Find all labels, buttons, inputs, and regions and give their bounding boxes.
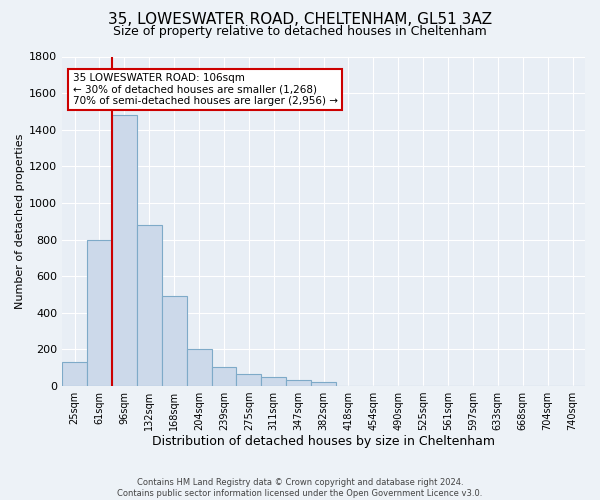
Bar <box>162 296 187 386</box>
Bar <box>212 367 236 386</box>
Bar <box>62 362 87 386</box>
Bar <box>87 240 112 386</box>
Bar <box>311 382 336 386</box>
Text: Contains HM Land Registry data © Crown copyright and database right 2024.
Contai: Contains HM Land Registry data © Crown c… <box>118 478 482 498</box>
Y-axis label: Number of detached properties: Number of detached properties <box>15 134 25 309</box>
Bar <box>286 380 311 386</box>
Bar <box>187 350 212 386</box>
Bar <box>262 377 286 386</box>
Text: Size of property relative to detached houses in Cheltenham: Size of property relative to detached ho… <box>113 25 487 38</box>
Bar <box>137 225 162 386</box>
X-axis label: Distribution of detached houses by size in Cheltenham: Distribution of detached houses by size … <box>152 434 495 448</box>
Bar <box>112 115 137 386</box>
Bar <box>236 374 262 386</box>
Text: 35, LOWESWATER ROAD, CHELTENHAM, GL51 3AZ: 35, LOWESWATER ROAD, CHELTENHAM, GL51 3A… <box>108 12 492 28</box>
Text: 35 LOWESWATER ROAD: 106sqm
← 30% of detached houses are smaller (1,268)
70% of s: 35 LOWESWATER ROAD: 106sqm ← 30% of deta… <box>73 73 338 106</box>
